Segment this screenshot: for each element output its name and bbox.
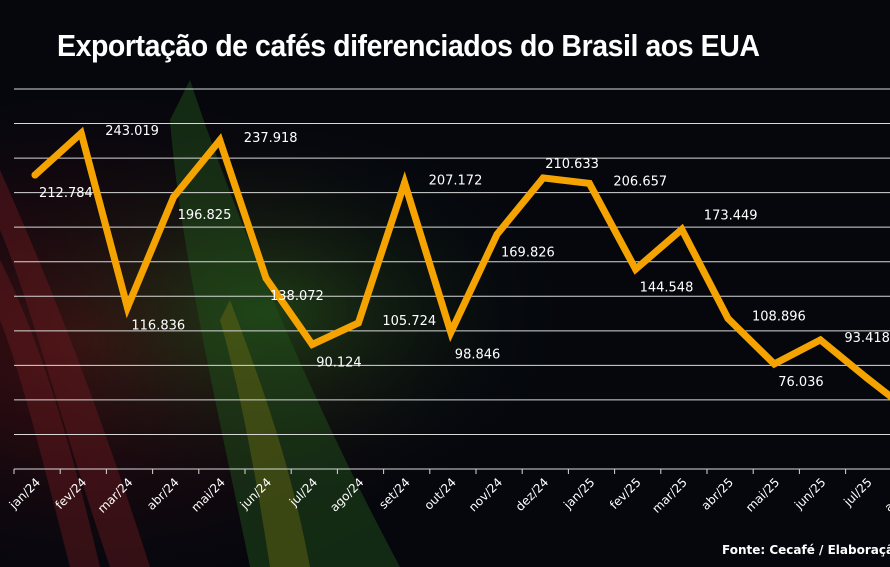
data-point [678, 225, 686, 233]
x-tick-label: fev/24 [53, 475, 90, 512]
x-tick-label: jul/24 [286, 475, 320, 509]
data-label: 76.036 [778, 375, 824, 390]
data-label: 90.124 [316, 355, 362, 370]
x-tick-label: jan/25 [560, 475, 597, 512]
x-tick-label: dez/24 [513, 475, 552, 514]
data-point [123, 304, 131, 312]
data-point [354, 319, 362, 327]
data-point [632, 265, 640, 273]
data-label: 108.896 [752, 310, 806, 325]
x-tick-label: abr/25 [698, 475, 736, 513]
x-tick-label: jun/24 [237, 475, 274, 512]
x-tick-label: out/24 [421, 475, 458, 512]
x-tick-label: fev/25 [607, 475, 644, 512]
data-label: 138.072 [270, 289, 324, 304]
data-point [262, 274, 270, 282]
x-tick-label: ago/24 [327, 475, 366, 514]
data-point [493, 230, 501, 238]
data-point [770, 360, 778, 368]
data-label: 116.836 [131, 319, 185, 334]
data-point [863, 374, 871, 382]
data-point [170, 193, 178, 201]
data-label: 105.724 [382, 314, 436, 329]
data-point [31, 171, 39, 179]
data-point [308, 340, 316, 348]
data-label: 169.826 [501, 245, 555, 260]
source-note: Fonte: Cecafé / Elaboração [722, 543, 890, 557]
data-point [816, 336, 824, 344]
data-label: 243.019 [105, 124, 159, 139]
data-label: 237.918 [244, 131, 298, 146]
x-tick-label: jan/24 [6, 475, 43, 512]
data-line [31, 126, 890, 401]
x-tick-label: nov/24 [466, 475, 505, 514]
data-label: 210.633 [545, 157, 599, 172]
data-label: 196.825 [178, 208, 232, 223]
x-tick-label: abr/24 [144, 475, 182, 513]
data-point [724, 315, 732, 323]
data-point [77, 129, 85, 137]
data-label: 173.449 [704, 208, 758, 223]
data-point [216, 136, 224, 144]
data-label: 98.846 [455, 347, 501, 362]
x-tick-label: jun/25 [791, 475, 828, 512]
x-tick-label: jul/25 [840, 475, 874, 509]
data-point [585, 179, 593, 187]
x-tick-label: mar/24 [95, 475, 136, 516]
x-tick-label: mai/24 [189, 475, 228, 514]
data-label: 206.657 [613, 174, 667, 189]
x-tick-label: ago/25 [882, 475, 890, 514]
data-point [401, 179, 409, 187]
x-tick-label: set/24 [376, 475, 413, 512]
data-point [539, 174, 547, 182]
data-label: 144.548 [640, 280, 694, 295]
data-label: 212.784 [39, 186, 93, 201]
data-point [447, 328, 455, 336]
data-label: 93.418 [844, 331, 890, 346]
chart-title: Exportação de cafés diferenciados do Bra… [57, 28, 760, 63]
x-tick-label: mar/25 [649, 475, 690, 516]
data-label: 207.172 [429, 174, 483, 189]
x-tick-label: mai/25 [743, 475, 782, 514]
